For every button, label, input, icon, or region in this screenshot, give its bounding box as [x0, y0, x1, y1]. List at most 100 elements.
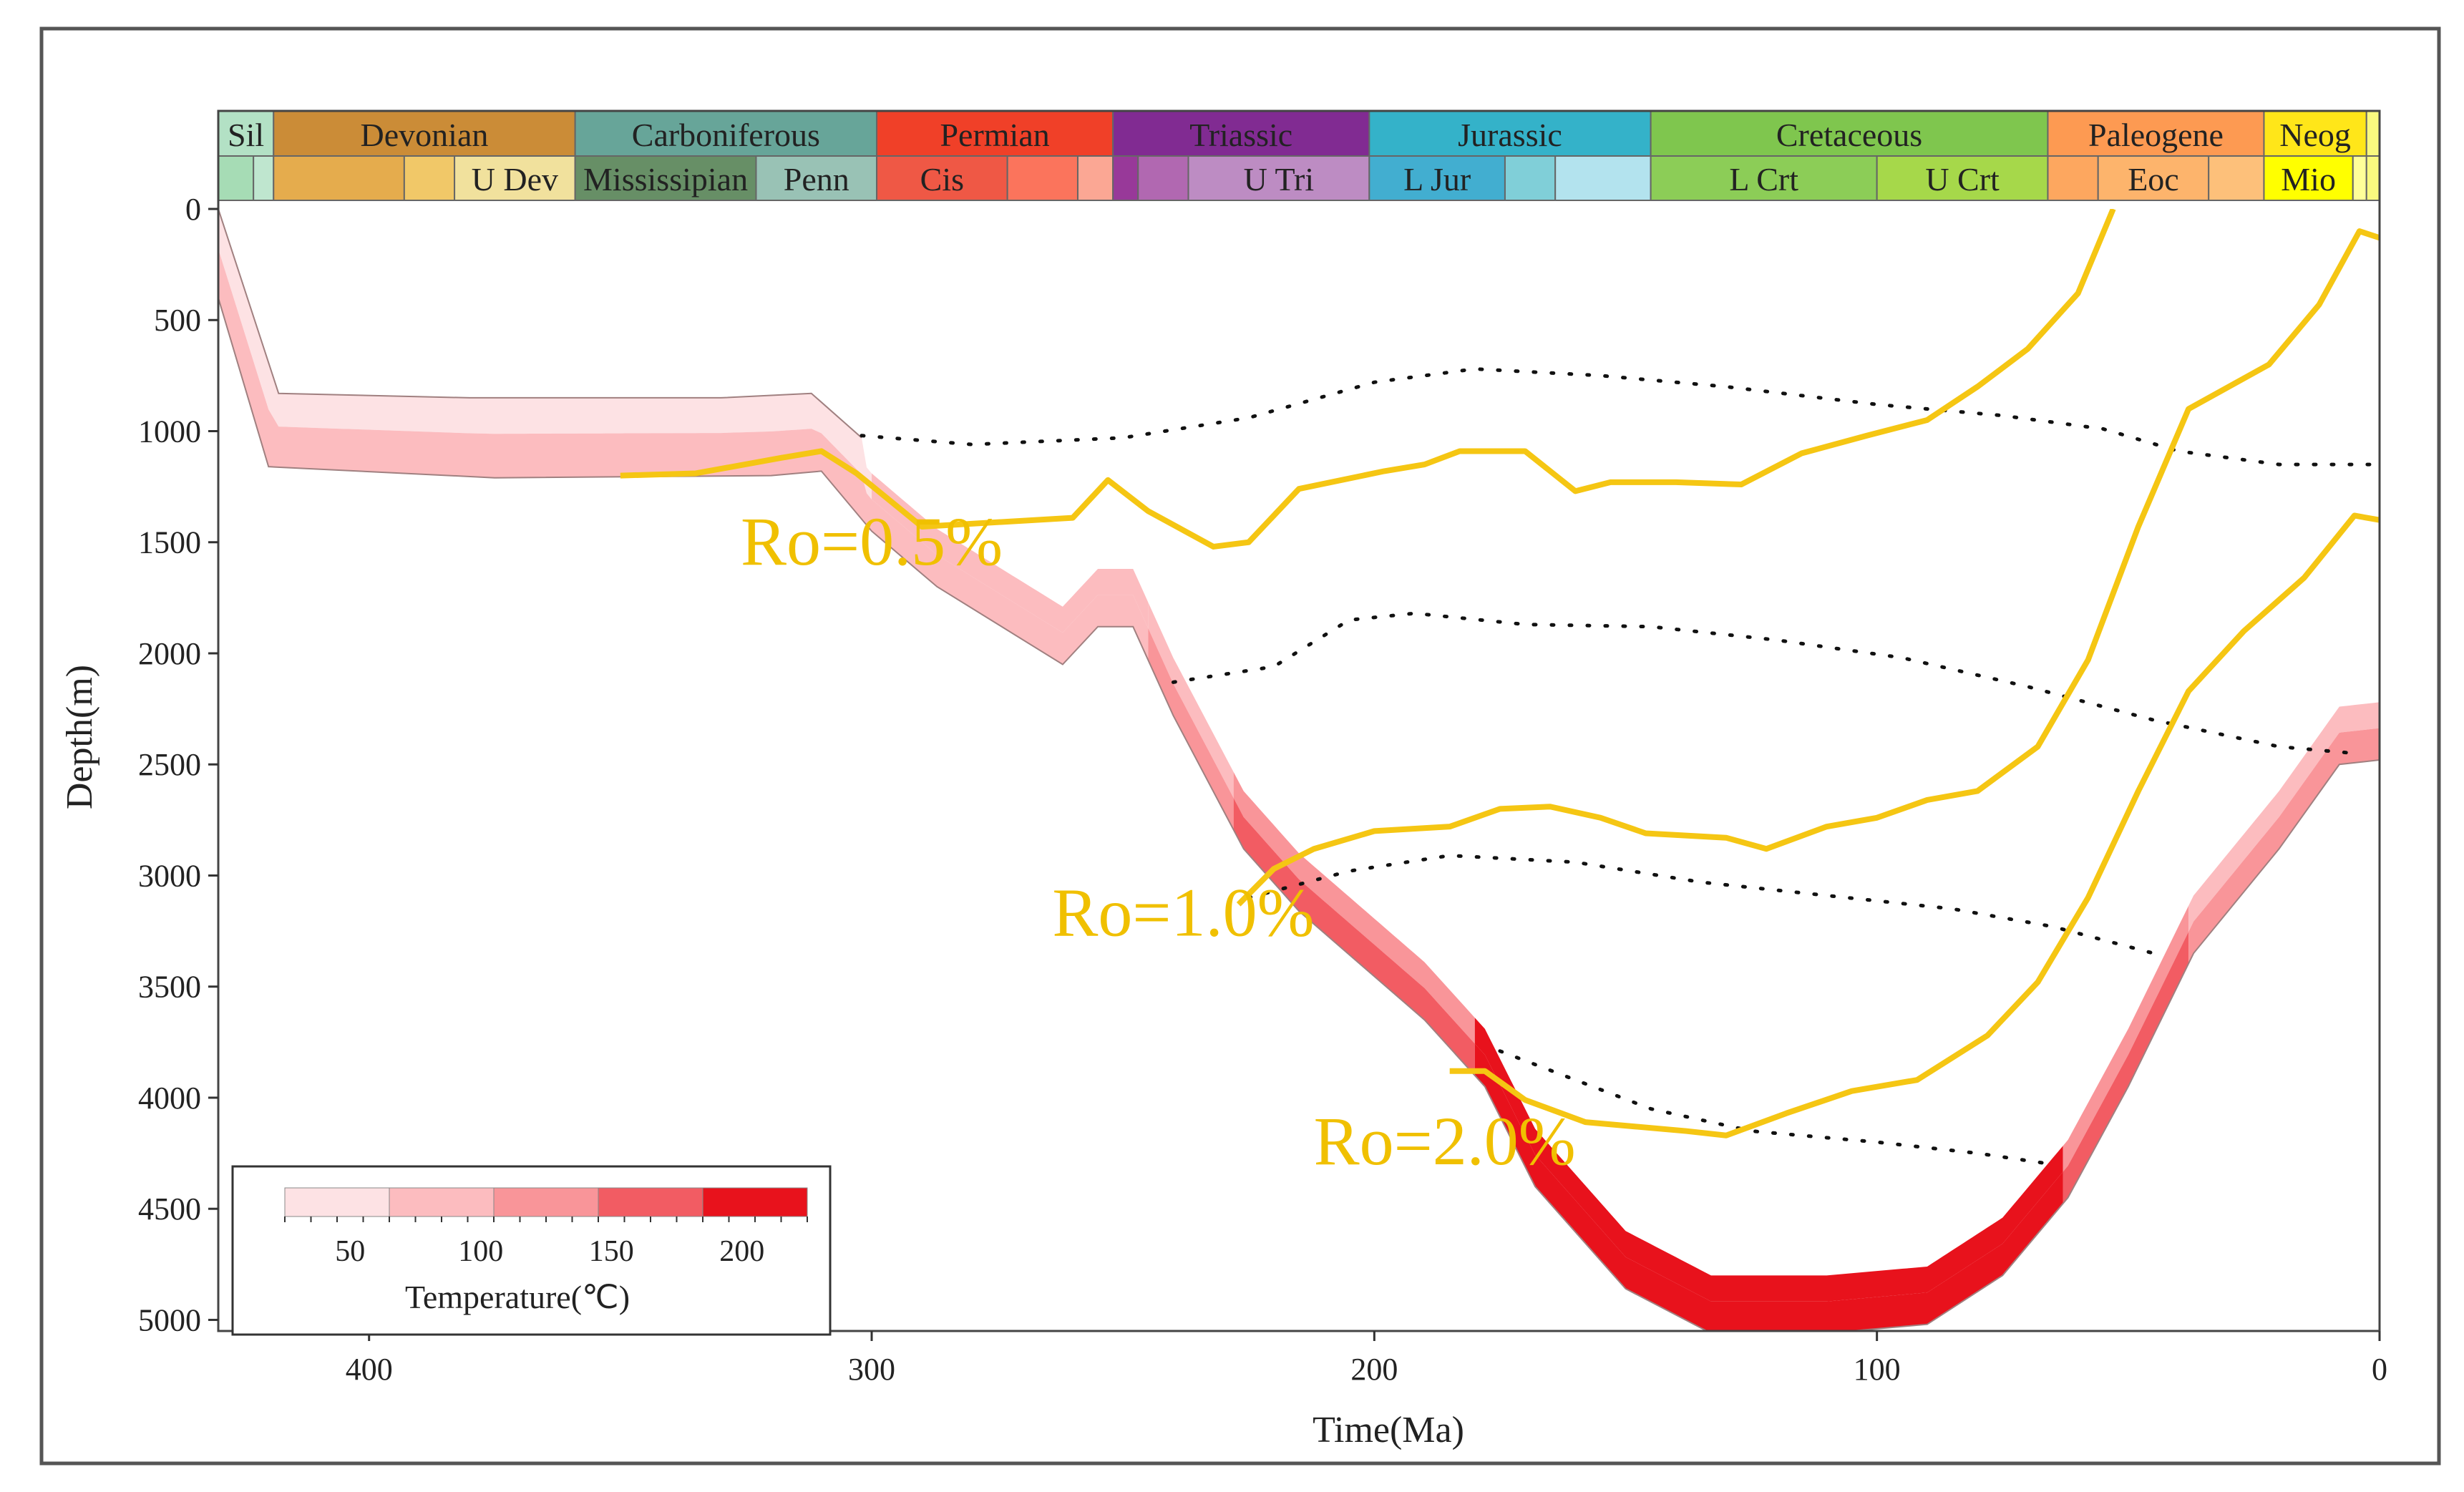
- x-tick-label: 0: [2372, 1352, 2387, 1387]
- x-tick-label: 400: [346, 1352, 393, 1387]
- epoch-cell: [1504, 155, 1557, 201]
- y-tick-label: 2000: [138, 636, 201, 671]
- dotted-isopach-line: [1171, 611, 2357, 756]
- x-tick-label: 300: [848, 1352, 895, 1387]
- y-tick-label: 2500: [138, 747, 201, 782]
- epoch-label: L Crt: [1729, 161, 1798, 198]
- epoch-cell: [1076, 155, 1114, 201]
- epoch-cell: [2263, 155, 2354, 201]
- period-label: Neog: [2279, 117, 2351, 153]
- temperature-band-lower: [218, 248, 872, 532]
- epoch-label: Eoc: [2128, 161, 2179, 198]
- temperature-band-upper: [1474, 1018, 2063, 1302]
- geologic-time-scale: Sil Devonian Carboniferous Permian Triassic J…: [218, 110, 2380, 201]
- temperature-band-upper: [218, 209, 872, 499]
- x-tick-label: 100: [1854, 1352, 1901, 1387]
- temperature-band-lower: [872, 499, 1149, 665]
- period-label: Triassic: [1189, 117, 1292, 153]
- x-tick-label: 200: [1350, 1352, 1398, 1387]
- epoch-cell: [2352, 155, 2367, 201]
- temperature-band-lower: [2188, 728, 2380, 964]
- ro-contour-label: Ro=0.5%: [741, 503, 1003, 580]
- epoch-cell: [1112, 155, 1139, 201]
- epoch-label: U Dev: [472, 161, 558, 198]
- epoch-cell: [2208, 155, 2265, 201]
- legend-color-swatch: [284, 1187, 390, 1217]
- period-cell: [2263, 110, 2367, 157]
- legend-color-swatch: [598, 1187, 703, 1217]
- epoch-label: U Tri: [1244, 161, 1314, 198]
- y-tick-label: 3000: [138, 858, 201, 893]
- epoch-cell: [1137, 155, 1189, 201]
- y-tick-label: 0: [185, 192, 201, 227]
- layer-top-outline: [218, 209, 862, 439]
- epoch-label: Cis: [920, 161, 964, 198]
- temperature-legend: 50 100 150 200 Temperature(℃): [231, 1165, 832, 1336]
- legend-color-swatch: [493, 1187, 599, 1217]
- temperature-band-lower: [2063, 932, 2189, 1204]
- legend-tick-label: 150: [589, 1235, 634, 1268]
- period-label: Permian: [940, 117, 1049, 153]
- ro-contour-label: Ro=1.0%: [1052, 874, 1314, 950]
- dotted-lines: [860, 367, 2380, 1166]
- epoch-cell: [218, 155, 255, 201]
- temperature-band-lower: [1148, 628, 1234, 830]
- epoch-cell: [253, 155, 275, 201]
- epoch-cell: [574, 155, 757, 201]
- legend-color-swatch: [389, 1187, 495, 1217]
- epoch-label: Mio: [2281, 161, 2336, 198]
- period-label: Devonian: [361, 117, 489, 153]
- period-label: Jurassic: [1458, 117, 1562, 153]
- layer-bottom-outline: [218, 297, 2380, 1331]
- plot-frame: [217, 109, 2381, 1332]
- period-label: Sil: [228, 117, 264, 153]
- epoch-label: U Crt: [1925, 161, 2000, 198]
- y-tick-label: 500: [154, 303, 201, 338]
- epoch-cell: [1650, 155, 1878, 201]
- temperature-band-upper: [1233, 771, 1475, 1044]
- epoch-cell: [1006, 155, 1078, 201]
- period-label: Paleogene: [2088, 117, 2224, 153]
- period-label: Carboniferous: [632, 117, 820, 153]
- epoch-cell: [2097, 155, 2210, 201]
- y-axis-title: Depth(m): [59, 665, 100, 809]
- epoch-cell: [876, 155, 1008, 201]
- epoch-label: L Jur: [1403, 161, 1471, 198]
- epoch-label: Mississipian: [583, 161, 748, 198]
- ro-contours: [620, 209, 2380, 1138]
- outer-frame: [39, 26, 2441, 1466]
- epoch-cell: [273, 155, 405, 201]
- y-tick-label: 1000: [138, 414, 201, 449]
- epoch-cell: [1876, 155, 2049, 201]
- temperature-band-lower: [1474, 1043, 2063, 1331]
- epoch-label: Penn: [784, 161, 849, 198]
- epoch-cell: [1368, 155, 1506, 201]
- epoch-cell: [2365, 155, 2380, 201]
- legend-tick-label: 50: [335, 1235, 365, 1268]
- epoch-cell: [2047, 155, 2099, 201]
- epoch-cell: [403, 155, 456, 201]
- y-tick-label: 3500: [138, 970, 201, 1005]
- ro-contour-label: Ro=2.0%: [1314, 1103, 1576, 1179]
- ro-contour-line: [1449, 512, 2380, 1138]
- x-axis-title: Time(Ma): [1313, 1410, 1464, 1450]
- period-label: Cretaceous: [1776, 117, 1922, 153]
- ro-labels: Ro=0.5% Ro=1.0% Ro=2.0%: [741, 503, 1576, 1179]
- legend-color-swatch: [702, 1187, 808, 1217]
- temperature-band-lower: [1233, 798, 1475, 1076]
- temperature-band-upper: [872, 473, 1149, 633]
- y-tick-label: 1500: [138, 525, 201, 560]
- temperature-band-upper: [1148, 602, 1234, 799]
- legend-title: Temperature(℃): [405, 1279, 630, 1315]
- y-tick-label: 5000: [138, 1302, 201, 1337]
- epoch-cell: [1554, 155, 1652, 201]
- ro-contour-line: [620, 209, 2116, 550]
- axes: 0500100015002000250030003500400045005000…: [138, 109, 2387, 1387]
- plot-area: [218, 209, 2380, 1331]
- period-cell: [218, 110, 275, 157]
- epoch-cell: [755, 155, 878, 201]
- y-tick-label: 4000: [138, 1081, 201, 1116]
- legend-tick-label: 200: [719, 1235, 764, 1268]
- burial-layers: [218, 209, 2380, 1331]
